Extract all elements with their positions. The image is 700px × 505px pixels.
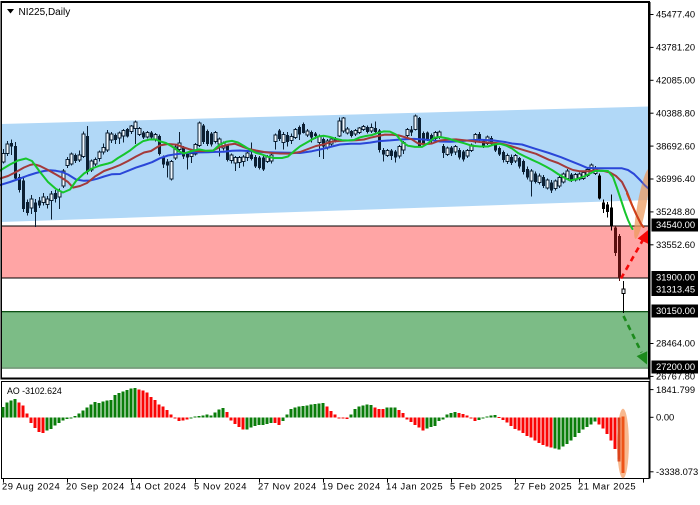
svg-text:40388.80: 40388.80 [656, 107, 695, 118]
svg-text:14 Oct 2024: 14 Oct 2024 [130, 481, 187, 492]
svg-text:45477.40: 45477.40 [656, 9, 695, 20]
svg-text:29 Aug 2024: 29 Aug 2024 [2, 481, 60, 492]
svg-text:33552.60: 33552.60 [656, 239, 695, 250]
svg-text:-3338.073: -3338.073 [656, 466, 698, 477]
svg-text:31900.00: 31900.00 [656, 272, 695, 283]
svg-text:19 Dec 2024: 19 Dec 2024 [322, 481, 381, 492]
svg-text:28464.00: 28464.00 [656, 338, 695, 349]
svg-text:27 Feb 2025: 27 Feb 2025 [514, 481, 572, 492]
svg-text:1841.799: 1841.799 [656, 384, 695, 395]
svg-text:31313.45: 31313.45 [656, 284, 695, 295]
svg-text:26767.80: 26767.80 [656, 371, 695, 382]
svg-text:43781.20: 43781.20 [656, 42, 695, 53]
svg-text:AO -3102.624: AO -3102.624 [7, 386, 62, 396]
svg-text:34540.00: 34540.00 [656, 219, 695, 230]
svg-text:NI225,Daily: NI225,Daily [19, 7, 71, 18]
svg-text:14 Jan 2025: 14 Jan 2025 [386, 481, 443, 492]
svg-text:27200.00: 27200.00 [656, 361, 695, 372]
svg-text:42085.00: 42085.00 [656, 75, 695, 86]
svg-text:20 Sep 2024: 20 Sep 2024 [66, 481, 125, 492]
svg-text:5 Feb 2025: 5 Feb 2025 [450, 481, 502, 492]
svg-text:35248.80: 35248.80 [656, 206, 695, 217]
svg-text:5 Nov 2024: 5 Nov 2024 [194, 481, 247, 492]
svg-text:30150.00: 30150.00 [656, 305, 695, 316]
svg-text:38692.60: 38692.60 [656, 140, 695, 151]
svg-text:36996.40: 36996.40 [656, 173, 695, 184]
svg-text:21 Mar 2025: 21 Mar 2025 [578, 481, 636, 492]
svg-text:0.00: 0.00 [656, 412, 674, 423]
svg-text:27 Nov 2024: 27 Nov 2024 [258, 481, 317, 492]
